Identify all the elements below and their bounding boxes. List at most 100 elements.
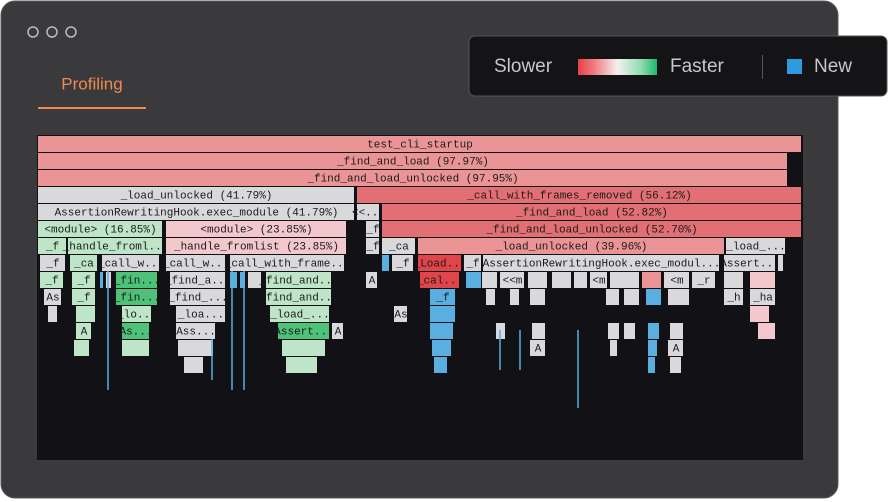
flame-frame[interactable] — [418, 255, 461, 271]
flame-frame[interactable] — [248, 272, 261, 288]
flame-frame[interactable] — [282, 340, 325, 356]
flame-frame[interactable] — [608, 323, 619, 339]
flame-frame[interactable] — [394, 306, 407, 322]
flame-frame[interactable] — [430, 289, 455, 305]
flame-frame[interactable] — [38, 153, 787, 169]
flame-frame[interactable] — [166, 238, 346, 254]
flame-frame[interactable] — [574, 272, 587, 288]
flame-frame[interactable] — [610, 340, 617, 356]
flame-frame[interactable] — [668, 340, 683, 356]
flame-frame[interactable] — [68, 238, 162, 254]
flame-frame[interactable] — [72, 272, 95, 288]
flame-frame[interactable] — [240, 272, 245, 288]
flame-frame[interactable] — [750, 289, 775, 305]
flame-frame[interactable] — [692, 272, 715, 288]
flame-frame[interactable] — [76, 306, 95, 322]
flame-frame[interactable] — [624, 289, 639, 305]
flame-frame[interactable] — [230, 255, 344, 271]
flame-frame[interactable] — [38, 221, 162, 237]
flame-frame[interactable] — [122, 306, 151, 322]
flame-frame[interactable] — [76, 323, 91, 339]
flame-frame[interactable] — [668, 289, 689, 305]
flame-frame[interactable] — [642, 272, 661, 288]
flame-frame[interactable] — [418, 238, 724, 254]
flame-frame[interactable] — [382, 238, 415, 254]
flame-frame[interactable] — [176, 306, 225, 322]
flame-frame[interactable] — [357, 204, 379, 220]
flame-frame[interactable] — [170, 272, 225, 288]
flame-frame[interactable] — [38, 170, 787, 186]
flame-frame[interactable] — [74, 340, 89, 356]
flame-frame[interactable] — [38, 204, 354, 220]
flame-frame[interactable] — [38, 136, 801, 152]
flame-frame[interactable] — [750, 272, 775, 288]
flame-frame[interactable] — [530, 289, 545, 305]
flame-frame[interactable] — [528, 272, 547, 288]
flame-frame[interactable] — [357, 187, 801, 203]
flame-frame[interactable] — [590, 272, 607, 288]
flame-frame[interactable] — [430, 323, 453, 339]
flame-frame[interactable] — [486, 289, 495, 305]
flame-frame[interactable] — [430, 306, 455, 322]
flame-frame[interactable] — [648, 357, 655, 373]
flame-frame[interactable] — [724, 255, 775, 271]
flame-frame[interactable] — [366, 221, 379, 237]
flame-frame[interactable] — [624, 323, 635, 339]
flame-frame[interactable] — [122, 340, 149, 356]
flame-frame[interactable] — [278, 323, 329, 339]
flame-frame[interactable] — [382, 255, 389, 271]
flame-frame[interactable] — [724, 272, 743, 288]
flame-frame[interactable] — [610, 272, 639, 288]
flame-frame[interactable] — [266, 289, 331, 305]
flame-frame[interactable] — [648, 340, 657, 356]
flame-frame[interactable] — [724, 289, 743, 305]
window-dot[interactable] — [27, 26, 39, 38]
flame-frame[interactable] — [758, 323, 775, 339]
flame-frame[interactable] — [510, 289, 519, 305]
flame-frame[interactable] — [40, 272, 63, 288]
flame-frame[interactable] — [664, 272, 689, 288]
flame-frame[interactable] — [178, 340, 213, 356]
flame-frame[interactable] — [184, 357, 203, 373]
flame-frame[interactable] — [48, 306, 57, 322]
flame-frame[interactable] — [176, 323, 215, 339]
flame-frame[interactable] — [38, 187, 354, 203]
flame-frame[interactable] — [606, 289, 619, 305]
flame-frame[interactable] — [382, 204, 801, 220]
flame-frame[interactable] — [366, 238, 379, 254]
flame-frame[interactable] — [530, 340, 545, 356]
flame-frame[interactable] — [44, 289, 61, 305]
flame-frame[interactable] — [420, 272, 459, 288]
flame-frame[interactable] — [670, 323, 683, 339]
flame-frame[interactable] — [366, 272, 377, 288]
flame-frame[interactable] — [332, 323, 343, 339]
flame-frame[interactable] — [166, 255, 225, 271]
flame-frame[interactable] — [778, 255, 783, 271]
flame-frame[interactable] — [70, 255, 97, 271]
window-dot[interactable] — [65, 26, 77, 38]
flame-frame[interactable] — [166, 221, 346, 237]
flame-frame[interactable] — [500, 272, 524, 288]
flame-frame[interactable] — [72, 289, 95, 305]
flame-frame[interactable] — [726, 238, 785, 254]
flame-frame[interactable] — [670, 357, 681, 373]
flame-frame[interactable] — [646, 289, 661, 305]
flame-frame[interactable] — [116, 272, 157, 288]
flame-frame[interactable] — [40, 255, 65, 271]
flame-frame[interactable] — [286, 357, 317, 373]
flame-frame[interactable] — [230, 272, 237, 288]
flame-frame[interactable] — [116, 289, 157, 305]
flame-frame[interactable] — [434, 357, 447, 373]
flame-frame[interactable] — [464, 255, 481, 271]
flame-frame[interactable] — [466, 272, 481, 288]
flame-frame[interactable] — [648, 323, 659, 339]
flame-frame[interactable] — [38, 238, 66, 254]
flame-frame[interactable] — [483, 255, 719, 271]
flame-frame[interactable] — [750, 306, 769, 322]
flame-frame[interactable] — [432, 340, 451, 356]
flame-frame[interactable] — [102, 255, 159, 271]
flame-frame[interactable] — [170, 289, 225, 305]
flame-frame[interactable] — [482, 272, 497, 288]
flame-frame[interactable] — [266, 272, 331, 288]
flame-frame[interactable] — [552, 272, 571, 288]
